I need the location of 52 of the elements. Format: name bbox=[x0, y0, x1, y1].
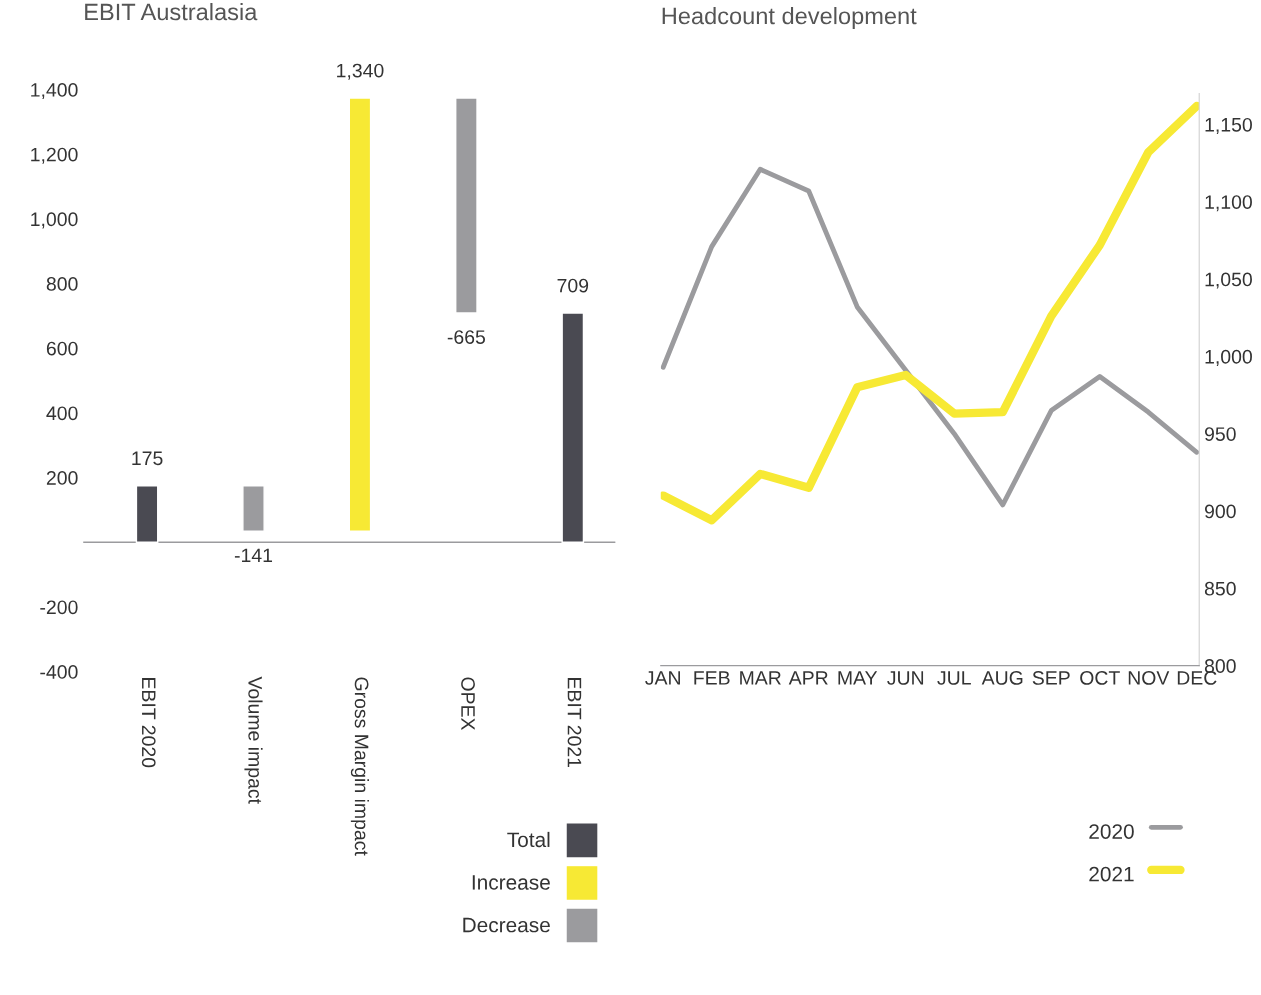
y-tick-label: 1,150 bbox=[1205, 117, 1252, 134]
x-tick-label: JUN bbox=[887, 671, 924, 685]
legend-label: Total bbox=[507, 831, 550, 848]
x-tick-label: EBIT 2021 bbox=[567, 678, 582, 768]
x-tick-label: MAY bbox=[838, 671, 878, 685]
bar bbox=[242, 484, 265, 532]
x-tick-label: Gross Margin impact bbox=[350, 677, 369, 856]
bar bbox=[455, 97, 478, 314]
data-label: -141 bbox=[234, 548, 273, 563]
x-tick-label: AUG bbox=[981, 671, 1023, 685]
line-series bbox=[660, 166, 1200, 508]
legend-label: Decrease bbox=[463, 917, 550, 933]
x-tick-label: JAN bbox=[645, 671, 680, 685]
legend-label: 2021 bbox=[1089, 866, 1134, 882]
y-tick-label: 1,000 bbox=[1205, 349, 1252, 366]
y-tick-label: 950 bbox=[1204, 427, 1236, 441]
x-tick-label: FEB bbox=[694, 671, 730, 685]
legend-label: Increase bbox=[472, 875, 550, 890]
data-label: 709 bbox=[557, 278, 589, 293]
data-label: 175 bbox=[132, 451, 163, 466]
y-tick-label: 800 bbox=[1204, 659, 1236, 673]
y-tick-label: 900 bbox=[1204, 504, 1236, 519]
bar bbox=[561, 312, 585, 543]
chart-title: EBIT Australasia bbox=[85, 2, 258, 21]
y-tick-label: 200 bbox=[46, 471, 78, 485]
data-label: 1,340 bbox=[337, 63, 384, 80]
x-tick-label: EBIT 2020 bbox=[141, 678, 156, 768]
x-tick-label: Volume impact bbox=[244, 676, 263, 804]
y-tick-label: 600 bbox=[46, 341, 78, 356]
y-tick-label: 1,200 bbox=[31, 147, 78, 164]
x-tick-label: DEC bbox=[1177, 671, 1217, 685]
y-tick-label: 1,100 bbox=[1205, 195, 1252, 212]
x-tick-label: OPEX bbox=[461, 677, 475, 731]
y-tick-label: 850 bbox=[1204, 581, 1236, 596]
x-tick-label: OCT bbox=[1080, 671, 1120, 685]
bar bbox=[135, 484, 159, 543]
chart-title: Headcount development bbox=[662, 6, 917, 29]
y-tick-label: 1,050 bbox=[1205, 272, 1252, 289]
y-tick-label: -400 bbox=[40, 665, 78, 679]
x-tick-label: MAR bbox=[740, 671, 781, 685]
y-tick-label: 1,000 bbox=[31, 212, 78, 229]
y-tick-label: -200 bbox=[40, 600, 78, 615]
x-tick-label: SEP bbox=[1032, 671, 1070, 685]
data-label: -665 bbox=[447, 330, 486, 344]
y-tick-label: 800 bbox=[46, 277, 78, 291]
x-tick-label: NOV bbox=[1128, 671, 1170, 685]
y-tick-label: 400 bbox=[46, 406, 78, 421]
bar bbox=[348, 97, 372, 532]
y-tick-label: 1,400 bbox=[31, 83, 78, 100]
x-tick-label: JUL bbox=[937, 671, 971, 685]
legend-label: 2020 bbox=[1089, 824, 1134, 839]
x-tick-label: APR bbox=[788, 671, 828, 685]
